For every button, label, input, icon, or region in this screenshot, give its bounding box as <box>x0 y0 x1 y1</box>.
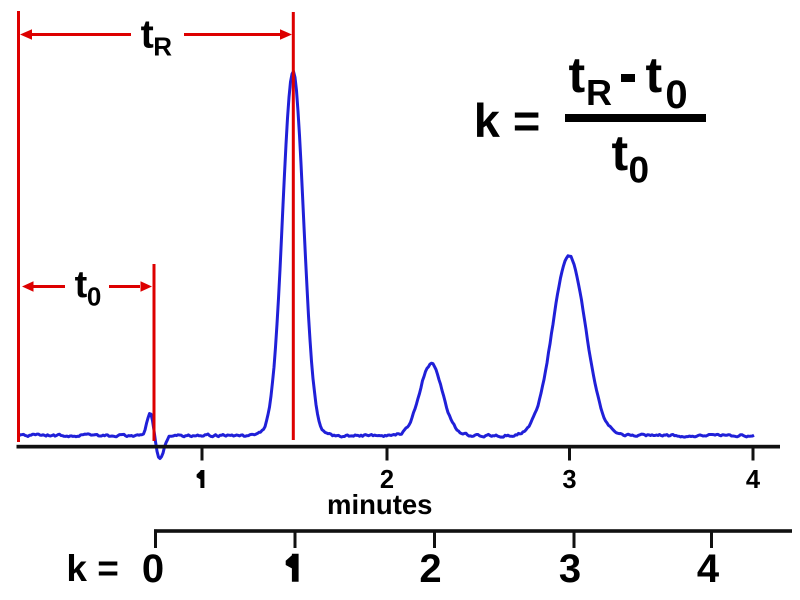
svg-text:k =: k = <box>474 94 541 147</box>
svg-text:R: R <box>153 32 172 62</box>
svg-text:t: t <box>569 47 586 103</box>
svg-text:k =: k = <box>66 548 118 589</box>
svg-text:R: R <box>586 72 612 113</box>
svg-text:3: 3 <box>559 547 581 591</box>
svg-text:0: 0 <box>87 282 101 312</box>
svg-text:4: 4 <box>697 547 720 591</box>
svg-text:2: 2 <box>419 547 441 591</box>
svg-text:4: 4 <box>746 466 761 494</box>
svg-text:0: 0 <box>665 73 687 117</box>
svg-text:minutes: minutes <box>327 489 432 520</box>
svg-text:t: t <box>646 47 663 103</box>
svg-text:2: 2 <box>380 466 394 494</box>
svg-text:3: 3 <box>562 466 576 494</box>
svg-text:t: t <box>75 264 88 306</box>
svg-text:t: t <box>612 125 629 181</box>
svg-text:0: 0 <box>142 547 164 591</box>
svg-text:t: t <box>141 13 154 57</box>
svg-text:0: 0 <box>629 150 650 191</box>
